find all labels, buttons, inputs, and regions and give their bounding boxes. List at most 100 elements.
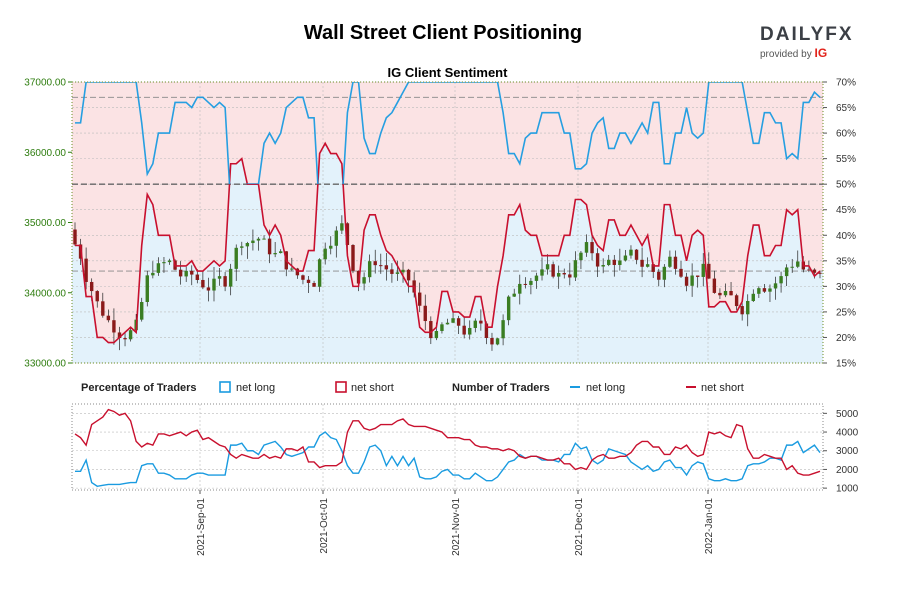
count-tick-label: 1000 [836,484,859,495]
candle-body [379,265,383,267]
candle-body [518,283,522,294]
candle-body [668,256,672,267]
candle-body [167,260,172,263]
candle-body [746,300,750,315]
candle-body [112,320,116,333]
candle-body [429,321,433,339]
candle-body [162,262,166,264]
net-long-line-visible [75,82,821,185]
candle-body [556,273,561,277]
candle-body [317,259,322,287]
candle-body [773,283,778,289]
price-tick-label: 35000.00 [24,218,66,229]
candle-body [779,276,783,284]
logo-provided-by: provided by IG [760,46,870,60]
candle-body [529,280,533,285]
candle-body [734,295,739,307]
candle-body [184,270,188,277]
chart-subtitle: IG Client Sentiment [388,65,509,80]
legend-num-short-label: net short [701,382,744,394]
candle-body [712,278,717,293]
candle-body [490,338,494,345]
candle-body [84,258,88,282]
candle-body [812,269,817,273]
date-tick-label: 2021-Nov-01 [451,498,462,556]
candle-body [217,276,222,279]
candle-body [523,283,528,285]
count-tick-label: 5000 [836,409,859,420]
candle-body [301,275,305,280]
candle-body [540,269,544,276]
dailyfx-logo: DAILYFX provided by IG [760,24,870,60]
candle-body [501,320,505,339]
candle-body [629,249,633,256]
candle-body [695,275,700,277]
ig-logo: IG [814,46,828,60]
logo-sub-text: provided by [760,49,812,60]
price-tick-label: 33000.00 [24,359,66,370]
candle-body [456,318,461,326]
candle-body [228,268,233,287]
candle-body [362,277,366,284]
candle-body [623,255,628,261]
candle-body [679,268,683,277]
candle-body [367,261,372,278]
candle-body [390,269,394,274]
candle-body [190,270,194,275]
candle-body [151,272,155,276]
candle-body [351,245,355,271]
candle-body [267,238,272,255]
candle-body [657,271,661,280]
candle-body [551,264,555,277]
candle-body [445,322,450,325]
percent-tick-label: 70% [836,78,856,89]
candle-body [723,290,728,296]
candle-body [612,259,616,265]
count-tick-label: 4000 [836,428,859,439]
candle-body [534,275,539,281]
candle-body [117,332,122,339]
candle-body [796,261,800,267]
date-tick-label: 2021-Oct-01 [319,498,330,554]
candle-body [295,268,300,276]
date-tick-label: 2021-Sep-01 [196,498,207,556]
candle-body [807,269,811,271]
candle-body [645,264,650,267]
logo-wordmark: DAILYFX [760,24,854,45]
candle-body [701,263,705,277]
candle-body [545,264,550,270]
candle-body [178,269,183,277]
candle-body [473,320,477,328]
candle-body [707,263,711,279]
candle-body [406,269,411,281]
candle-body [306,279,311,283]
candle-body [818,272,822,274]
candle-body [434,330,439,339]
candle-body [106,315,111,321]
candle-body [451,318,455,323]
percent-tick-label: 50% [836,180,856,191]
candle-body [440,324,444,331]
candle-body [684,276,689,286]
candle-body [140,301,144,320]
candle-body [651,264,655,272]
candle-body [345,223,350,246]
candle-body [607,259,611,266]
candle-body [240,246,244,248]
candle-body [595,253,600,267]
legend-number-heading: Number of Traders [452,382,550,394]
candle-body [384,265,389,270]
candle-body [356,270,361,284]
candle-body [762,288,767,292]
candle-body [290,268,294,270]
chart-title: Wall Street Client Positioning [303,22,583,44]
legend-num-long-label: net long [586,382,625,394]
candle-body [573,260,578,278]
candle-body [740,306,744,315]
legend-short-box [335,381,347,393]
percent-tick-label: 60% [836,129,856,140]
candle-body [601,265,605,267]
percent-tick-label: 35% [836,256,856,267]
candle-body [156,263,161,273]
